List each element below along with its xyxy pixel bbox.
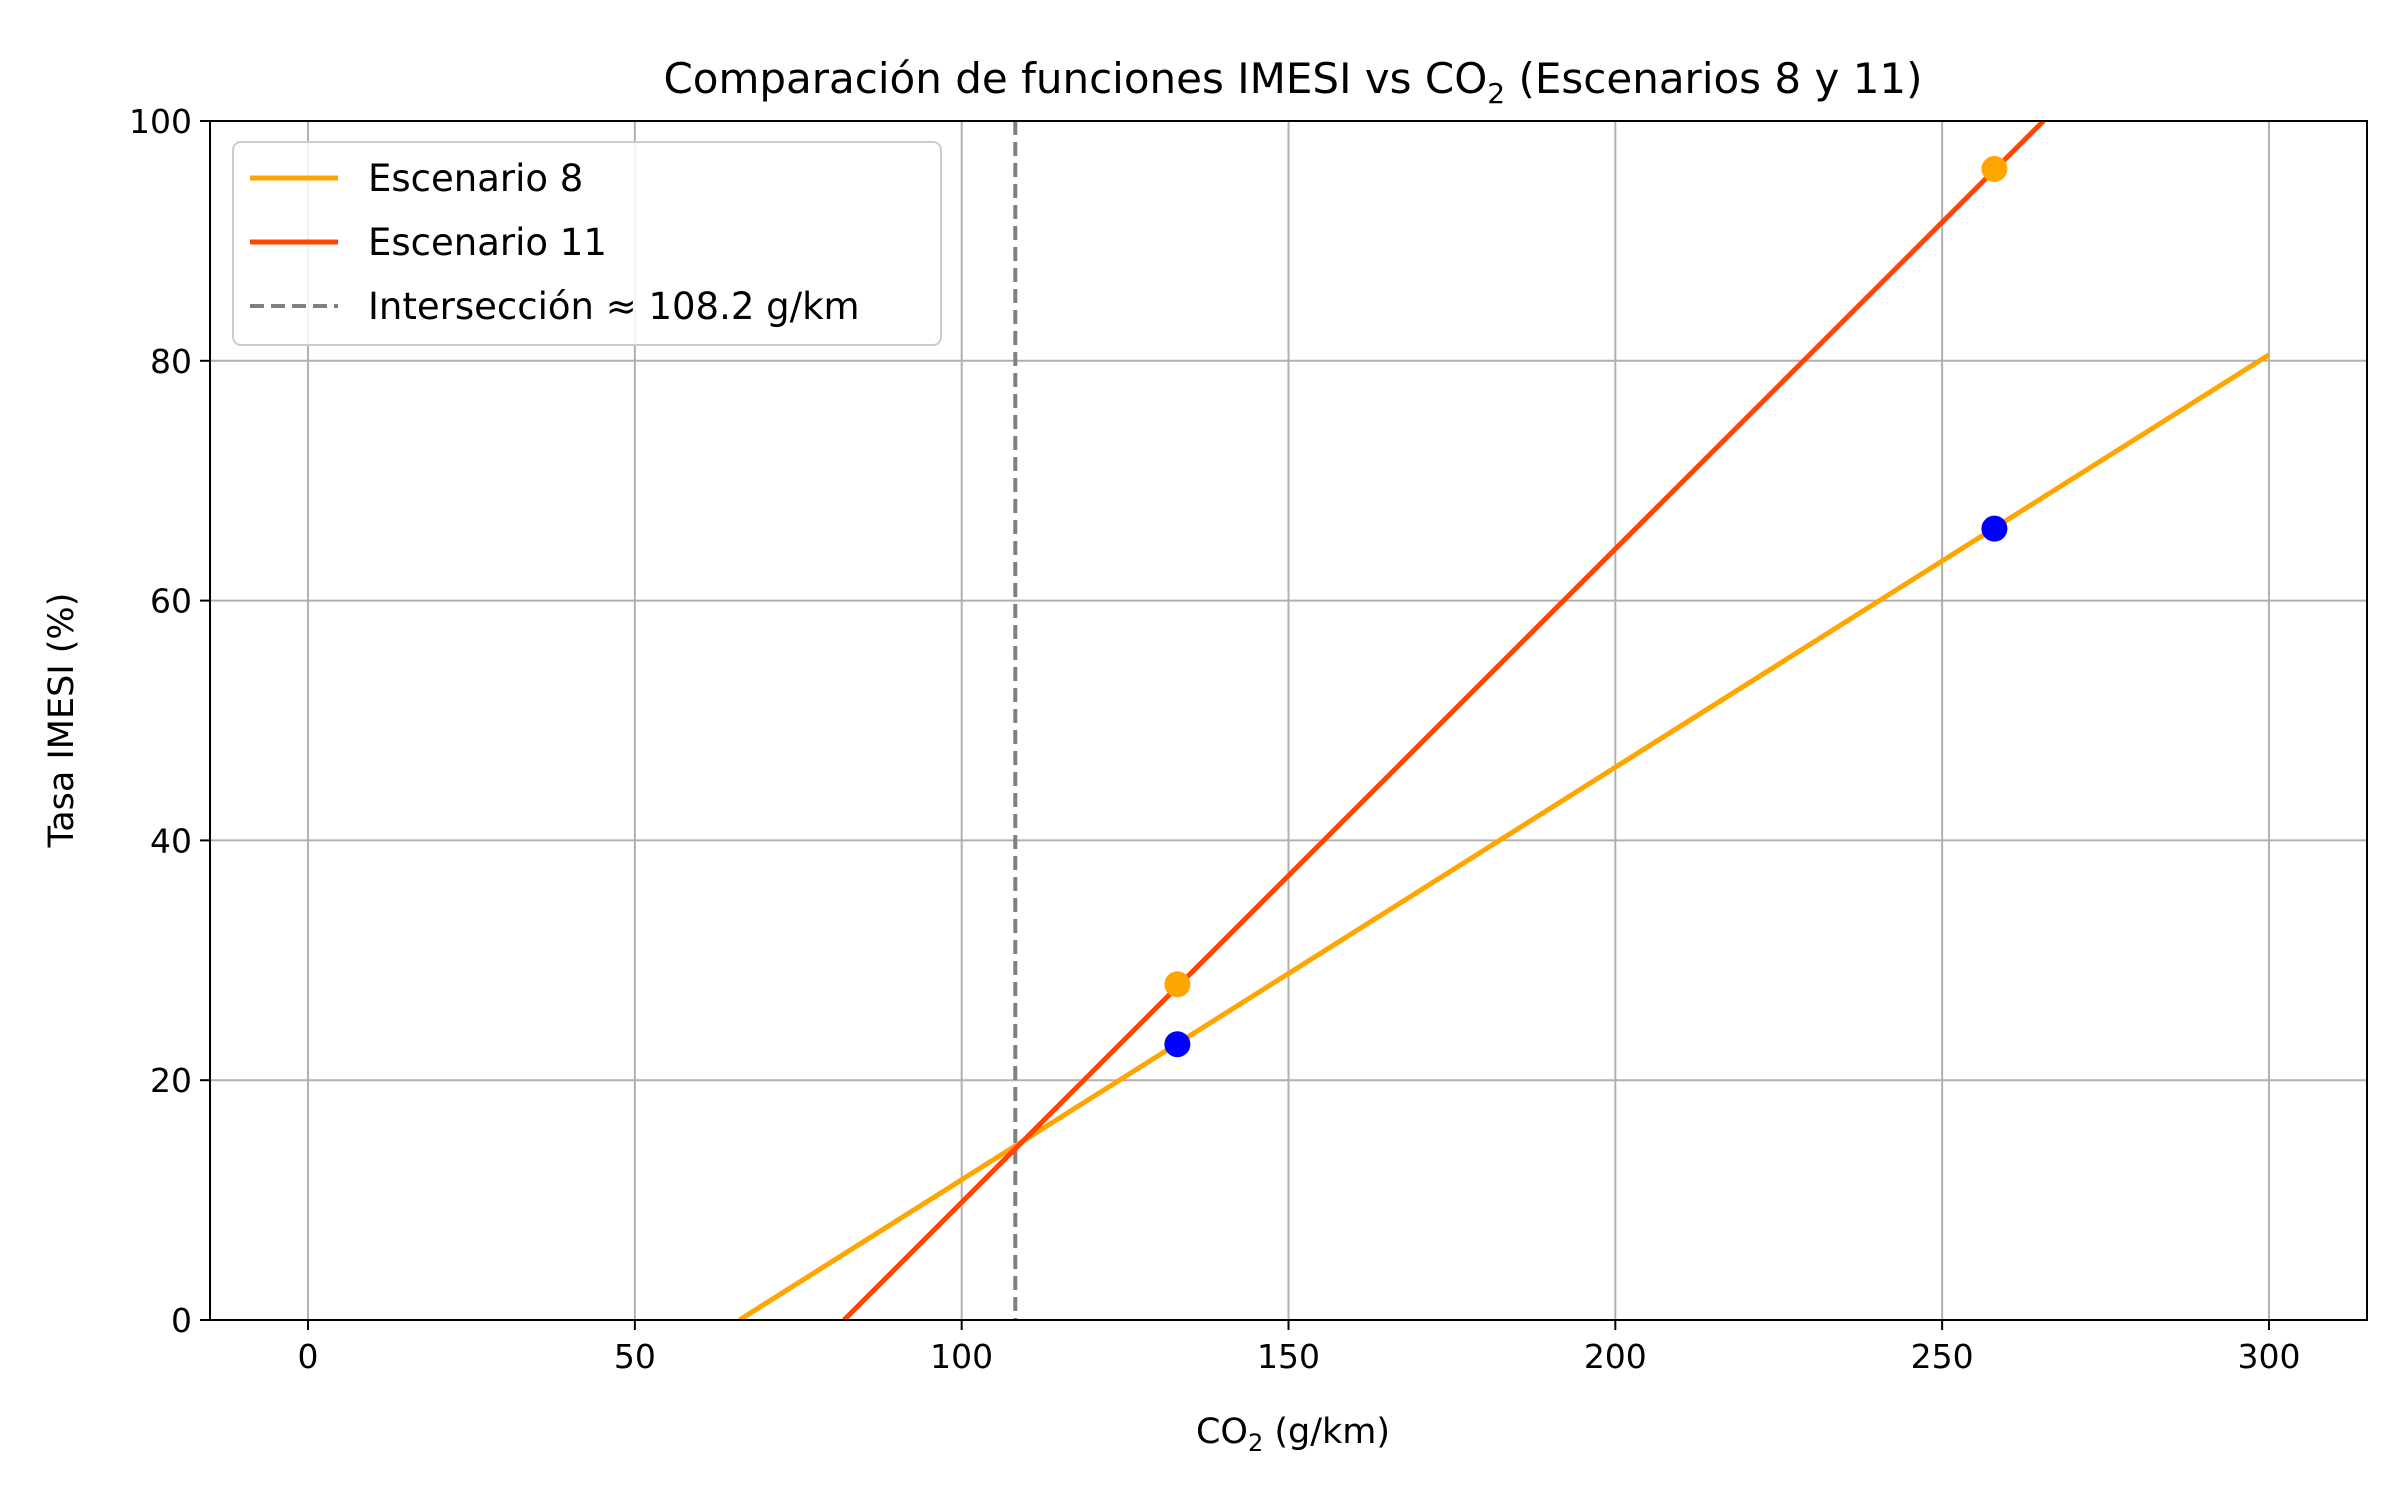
series-line-escenario-8 (738, 352, 2271, 1320)
x-tick-label-0: 0 (298, 1337, 319, 1376)
scatter-point-0-1 (1981, 155, 2008, 182)
x-tick-label-100: 100 (930, 1337, 993, 1376)
y-tick-label-60: 60 (150, 582, 192, 621)
x-tick-label-300: 300 (2237, 1337, 2300, 1376)
y-axis-label: Tasa IMESI (%) (42, 593, 82, 849)
y-tick-label-40: 40 (150, 821, 192, 860)
legend-label-escenario-11: Escenario 11 (368, 221, 607, 264)
plot-area (738, 121, 2271, 1320)
x-tick-label-150: 150 (1257, 1337, 1320, 1376)
y-tick-label-100: 100 (129, 102, 192, 141)
scatter-point-1-1 (1981, 515, 2008, 542)
legend-label-intersection: Intersección ≈ 108.2 g/km (368, 285, 860, 328)
ticks: 0 50 100 150 200 250 300 0 20 40 60 80 100 (129, 102, 2300, 1376)
y-tick-label-20: 20 (150, 1061, 192, 1100)
scatter-point-1-0 (1164, 1031, 1191, 1058)
series-line-escenario-11 (842, 121, 2046, 1320)
legend-label-escenario-8: Escenario 8 (368, 157, 583, 200)
x-tick-label-200: 200 (1584, 1337, 1647, 1376)
x-tick-label-50: 50 (614, 1337, 656, 1376)
x-tick-label-250: 250 (1911, 1337, 1974, 1376)
legend: Escenario 8 Escenario 11 Intersección ≈ … (232, 141, 942, 346)
y-tick-label-80: 80 (150, 342, 192, 381)
legend-box (232, 141, 942, 346)
x-axis-label: CO2 (g/km) (1196, 1412, 1390, 1457)
chart-title: Comparación de funciones IMESI vs CO2 (E… (663, 54, 1922, 110)
scatter-point-0-0 (1164, 971, 1191, 998)
y-tick-label-0: 0 (171, 1301, 192, 1340)
